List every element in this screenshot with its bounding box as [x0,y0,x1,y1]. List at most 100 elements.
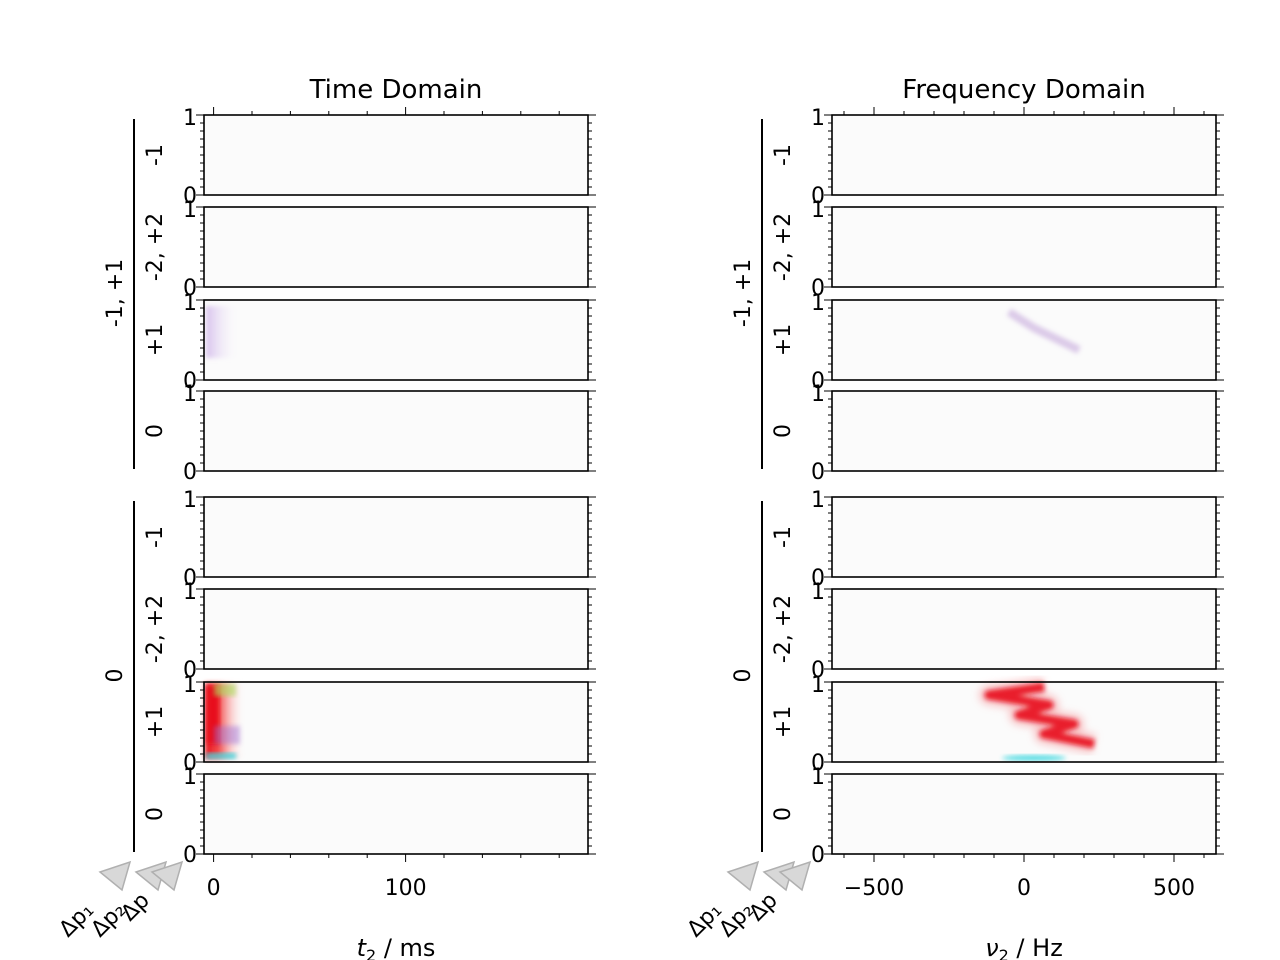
y-tick-label: 0 [183,460,197,485]
x-tick-label: 500 [1153,876,1195,901]
subplot-background [204,497,588,577]
y-tick-label: 0 [811,460,825,485]
freq-subplot: 0 1 +1 [771,291,1224,394]
row-label: -1 [143,144,168,166]
y-tick-label: 0 [811,566,825,591]
group-label: -1, +1 [103,259,128,327]
time-subplot: 0 1 0 [143,382,596,485]
time-xlabel: t2 / ms [357,934,436,960]
y-tick-label: 1 [811,106,825,131]
time-subplot: 0 1 -2, +2 [143,580,596,683]
y-tick-label: 1 [811,291,825,316]
signal-heat [1006,308,1081,354]
freq-title: Frequency Domain [902,75,1145,105]
xlabel-unit: / Hz [1009,934,1063,960]
row-label: -2, +2 [143,595,168,663]
row-label: 0 [143,424,168,438]
y-tick-label: 1 [183,673,197,698]
row-label: -1 [143,526,168,548]
signal-heat [206,306,240,358]
y-tick-label: 1 [183,198,197,223]
y-tick-label: 0 [811,658,825,683]
y-tick-label: 1 [811,488,825,513]
y-tick-label: 1 [183,382,197,407]
freq-subplot: 0 1 0 [771,382,1224,485]
row-label: +1 [143,706,168,738]
row-label: -2, +2 [771,213,796,281]
y-tick-label: 0 [811,751,825,776]
y-tick-label: 0 [811,184,825,209]
time-subplot: 0 1 +1 [143,291,596,394]
subplot-background [204,391,588,471]
y-tick-label: 0 [811,276,825,301]
y-tick-label: 0 [183,276,197,301]
pathway-arrow-icon [726,860,760,892]
signal-heat [214,684,236,696]
xlabel-unit: / ms [376,934,435,960]
subplot-background [204,207,588,287]
x-tick-label: 100 [385,876,427,901]
y-tick-label: 1 [183,291,197,316]
row-label: +1 [143,324,168,356]
time-subplot: 0 1 +1 [143,673,596,776]
y-tick-label: 0 [811,843,825,868]
y-tick-label: 0 [811,369,825,394]
freq-xlabel: ν2 / Hz [985,934,1063,960]
y-tick-label: 1 [811,765,825,790]
xlabel-subscript: 2 [366,946,376,960]
subplot-background [832,300,1216,380]
subplot-background [832,497,1216,577]
xlabel-var: ν [985,934,998,960]
time-subplot: 0 1 0 [143,765,596,868]
time-subplot: 0 1 -2, +2 [143,198,596,301]
row-label: 0 [771,424,796,438]
time-subplot: 0 1 -1 [143,106,596,209]
subplot-background [204,115,588,195]
group-label: -1, +1 [731,259,756,327]
x-tick-label: 0 [1017,876,1031,901]
group-label: 0 [731,669,756,683]
row-label: -2, +2 [143,213,168,281]
subplot-background [832,207,1216,287]
pathway-arrow-icon [150,860,184,892]
y-tick-label: 0 [183,658,197,683]
xlabel-subscript: 2 [999,946,1009,960]
signal-heat [206,753,236,759]
y-tick-label: 0 [183,369,197,394]
row-label: -1 [771,144,796,166]
subplot-background [832,391,1216,471]
row-label: +1 [771,324,796,356]
signal-heat [1002,755,1066,761]
y-tick-label: 0 [183,184,197,209]
y-tick-label: 1 [183,488,197,513]
freq-subplot: 0 1 -2, +2 [771,198,1224,301]
time-subplot: 0 1 -1 [143,488,596,591]
row-label: -2, +2 [771,595,796,663]
subplot-background [204,682,588,762]
y-tick-label: 1 [811,198,825,223]
freq-subplot: 0 1 0 [771,765,1224,868]
pathway-arrow-icon [778,860,812,892]
row-label: 0 [771,807,796,821]
y-tick-label: 1 [811,673,825,698]
subplot-background [204,774,588,854]
y-tick-label: 1 [183,106,197,131]
xlabel-var: t [357,934,368,960]
y-tick-label: 1 [183,580,197,605]
freq-subplot: 0 1 -1 [771,488,1224,591]
subplot-background [832,774,1216,854]
x-tick-label: −500 [844,876,904,901]
y-tick-label: 0 [183,751,197,776]
y-tick-label: 0 [183,566,197,591]
pathway-arrow-icon [98,860,132,892]
subplot-background [832,589,1216,669]
time-title: Time Domain [309,75,483,105]
subplot-background [204,589,588,669]
y-tick-label: 1 [811,382,825,407]
row-label: -1 [771,526,796,548]
freq-subplot: 0 1 -2, +2 [771,580,1224,683]
row-label: +1 [771,706,796,738]
